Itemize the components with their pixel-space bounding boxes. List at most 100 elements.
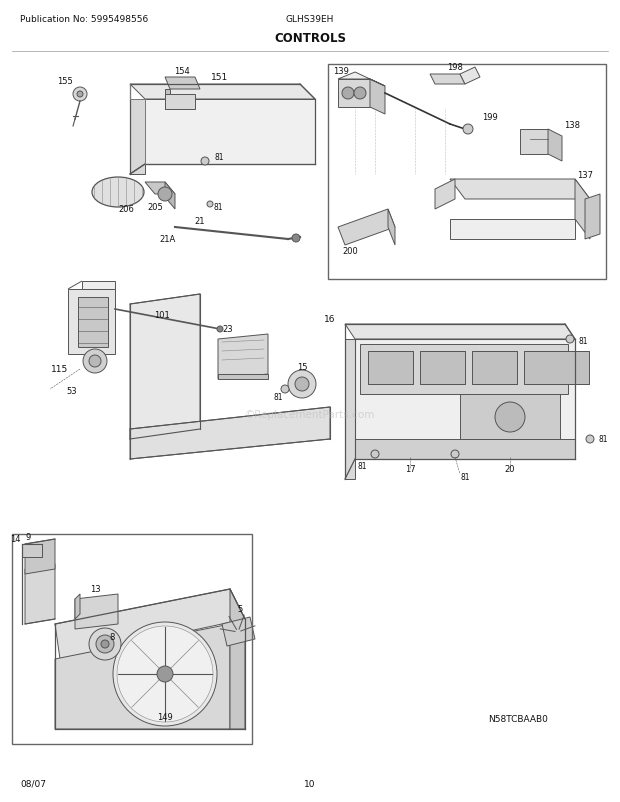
Text: 200: 200 xyxy=(342,247,358,256)
Text: 16: 16 xyxy=(324,315,336,324)
Polygon shape xyxy=(450,220,575,240)
Circle shape xyxy=(371,451,379,459)
Text: 8: 8 xyxy=(109,633,115,642)
Text: CONTROLS: CONTROLS xyxy=(274,32,346,45)
Circle shape xyxy=(101,640,109,648)
Polygon shape xyxy=(524,351,589,384)
Text: 139: 139 xyxy=(333,67,349,76)
Circle shape xyxy=(342,88,354,100)
Text: 81: 81 xyxy=(357,462,367,471)
Polygon shape xyxy=(218,375,268,379)
Polygon shape xyxy=(82,282,115,290)
Polygon shape xyxy=(78,298,108,347)
Ellipse shape xyxy=(92,178,144,208)
Circle shape xyxy=(73,88,87,102)
Text: 81: 81 xyxy=(273,393,283,402)
Polygon shape xyxy=(420,351,465,384)
Polygon shape xyxy=(575,180,590,240)
Polygon shape xyxy=(165,90,170,110)
Polygon shape xyxy=(145,183,175,195)
Text: 81: 81 xyxy=(460,473,470,482)
Text: 205: 205 xyxy=(147,202,163,211)
Text: ©ReplacementParts.com: ©ReplacementParts.com xyxy=(245,410,375,419)
Polygon shape xyxy=(218,334,268,379)
Polygon shape xyxy=(22,545,42,557)
Polygon shape xyxy=(222,618,255,646)
Circle shape xyxy=(217,326,223,333)
Circle shape xyxy=(292,235,300,243)
Polygon shape xyxy=(130,85,315,100)
Text: 81: 81 xyxy=(213,203,223,213)
Circle shape xyxy=(288,371,316,399)
Text: 15: 15 xyxy=(297,363,308,372)
Polygon shape xyxy=(230,589,245,729)
Polygon shape xyxy=(388,210,395,245)
Circle shape xyxy=(83,350,107,374)
Polygon shape xyxy=(460,68,480,85)
Text: 08/07: 08/07 xyxy=(20,779,46,788)
Text: 53: 53 xyxy=(67,387,78,396)
Polygon shape xyxy=(130,407,330,460)
Bar xyxy=(328,65,606,280)
Text: 81: 81 xyxy=(215,153,224,162)
Circle shape xyxy=(451,451,459,459)
Polygon shape xyxy=(472,351,517,384)
Polygon shape xyxy=(75,594,80,619)
Polygon shape xyxy=(430,75,465,85)
Polygon shape xyxy=(75,594,118,630)
Circle shape xyxy=(295,378,309,391)
Polygon shape xyxy=(25,565,55,624)
Text: 198: 198 xyxy=(447,63,463,72)
Text: 155: 155 xyxy=(57,78,73,87)
Polygon shape xyxy=(520,130,548,155)
Polygon shape xyxy=(145,100,315,164)
Text: 14: 14 xyxy=(10,535,20,544)
Circle shape xyxy=(566,335,574,343)
Text: 151: 151 xyxy=(211,74,229,83)
Text: 23: 23 xyxy=(222,325,232,334)
Circle shape xyxy=(117,626,213,722)
Polygon shape xyxy=(25,539,55,574)
Polygon shape xyxy=(450,180,590,200)
Text: 206: 206 xyxy=(118,205,134,214)
Text: 81: 81 xyxy=(578,337,588,346)
Text: 20: 20 xyxy=(505,465,515,474)
Polygon shape xyxy=(165,95,195,110)
Polygon shape xyxy=(55,624,230,729)
Text: 5: 5 xyxy=(237,605,242,614)
Polygon shape xyxy=(338,210,395,245)
Polygon shape xyxy=(368,351,413,384)
Polygon shape xyxy=(355,439,575,460)
Circle shape xyxy=(96,635,114,653)
Text: 10: 10 xyxy=(304,779,316,788)
Text: Publication No: 5995498556: Publication No: 5995498556 xyxy=(20,15,148,24)
Bar xyxy=(12,534,252,744)
Circle shape xyxy=(354,88,366,100)
Circle shape xyxy=(113,622,217,726)
Polygon shape xyxy=(360,345,568,395)
Polygon shape xyxy=(370,80,385,115)
Circle shape xyxy=(157,666,173,683)
Text: 149: 149 xyxy=(157,713,173,722)
Circle shape xyxy=(89,628,121,660)
Circle shape xyxy=(207,202,213,208)
Text: 13: 13 xyxy=(90,585,100,593)
Text: 154: 154 xyxy=(174,67,190,76)
Polygon shape xyxy=(130,294,200,439)
Text: 9: 9 xyxy=(25,533,30,542)
Polygon shape xyxy=(460,395,560,439)
Polygon shape xyxy=(345,325,575,339)
Circle shape xyxy=(89,355,101,367)
Text: 199: 199 xyxy=(482,113,498,123)
Circle shape xyxy=(586,435,594,444)
Text: 115: 115 xyxy=(51,365,69,374)
Polygon shape xyxy=(355,339,575,460)
Circle shape xyxy=(158,188,172,202)
Polygon shape xyxy=(345,339,355,480)
Text: 138: 138 xyxy=(564,121,580,131)
Polygon shape xyxy=(165,183,175,210)
Polygon shape xyxy=(165,78,200,90)
Text: 17: 17 xyxy=(405,465,415,474)
Text: 137: 137 xyxy=(577,170,593,180)
Circle shape xyxy=(201,158,209,166)
